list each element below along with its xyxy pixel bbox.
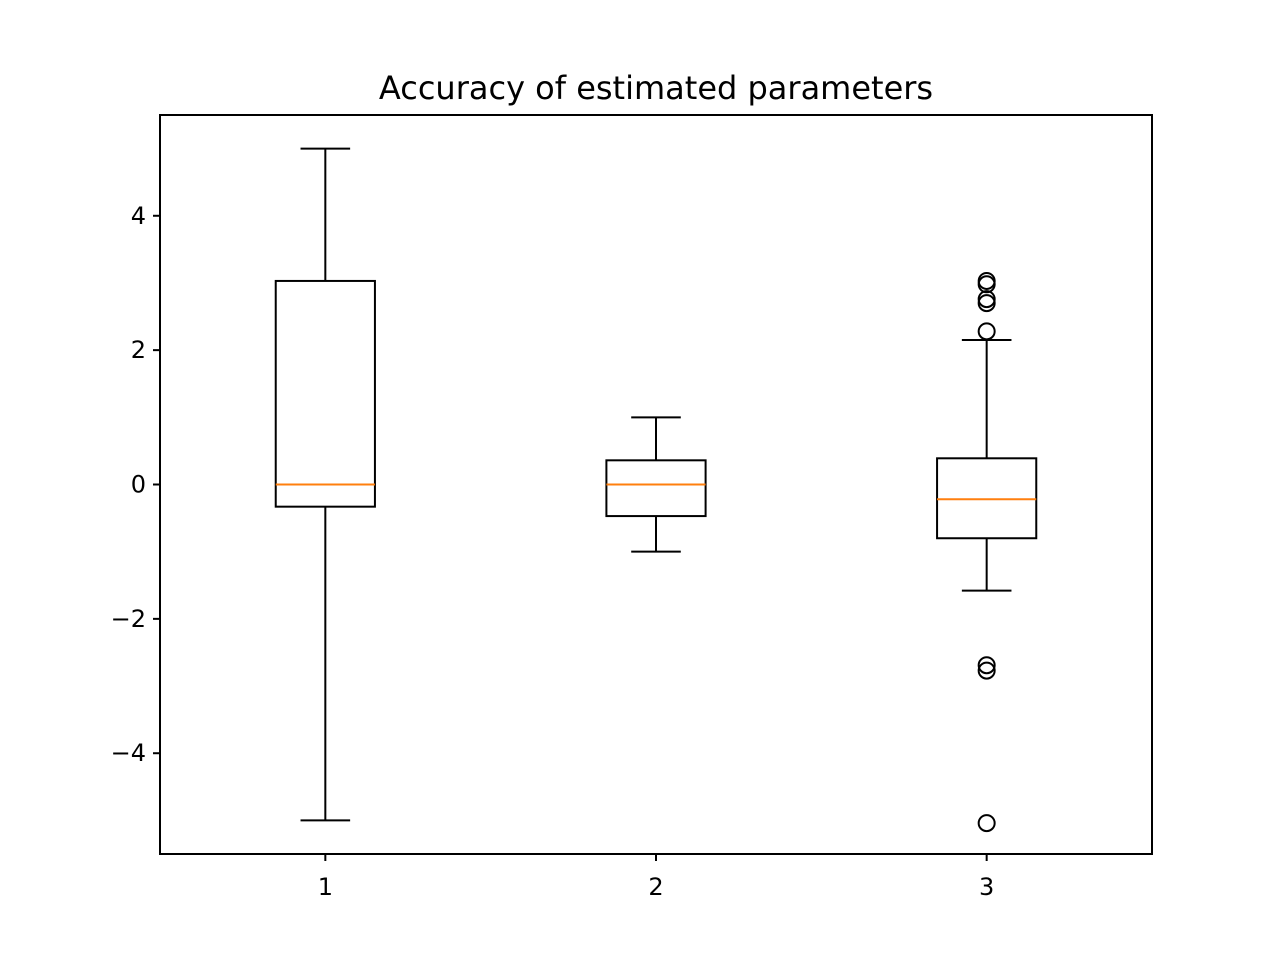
chart-title: Accuracy of estimated parameters	[379, 69, 933, 107]
outlier-point	[977, 661, 996, 680]
box-group-2	[605, 416, 707, 553]
outlier-point	[977, 275, 996, 294]
outlier-point	[977, 294, 996, 313]
y-tick-label: 2	[131, 336, 146, 364]
y-tick-label: −4	[111, 739, 146, 767]
iqr-box	[274, 279, 376, 508]
outlier-point	[977, 322, 996, 341]
iqr-box	[605, 459, 707, 518]
plot-marks	[274, 147, 1038, 833]
box-group-1	[274, 147, 376, 822]
outlier-point	[977, 656, 996, 675]
x-tick-label: 3	[979, 873, 994, 901]
outlier-point	[977, 290, 996, 309]
iqr-box	[936, 457, 1038, 540]
y-axis: 4 2 0 −2 −4	[111, 202, 160, 767]
y-tick-label: 0	[131, 471, 146, 499]
box-group-3	[936, 271, 1038, 833]
y-tick-label: −2	[111, 605, 146, 633]
outlier-point	[977, 814, 996, 833]
x-tick-label: 2	[648, 873, 663, 901]
x-axis: 1 2 3	[318, 854, 994, 901]
x-tick-label: 1	[318, 873, 333, 901]
y-tick-label: 4	[131, 202, 146, 230]
